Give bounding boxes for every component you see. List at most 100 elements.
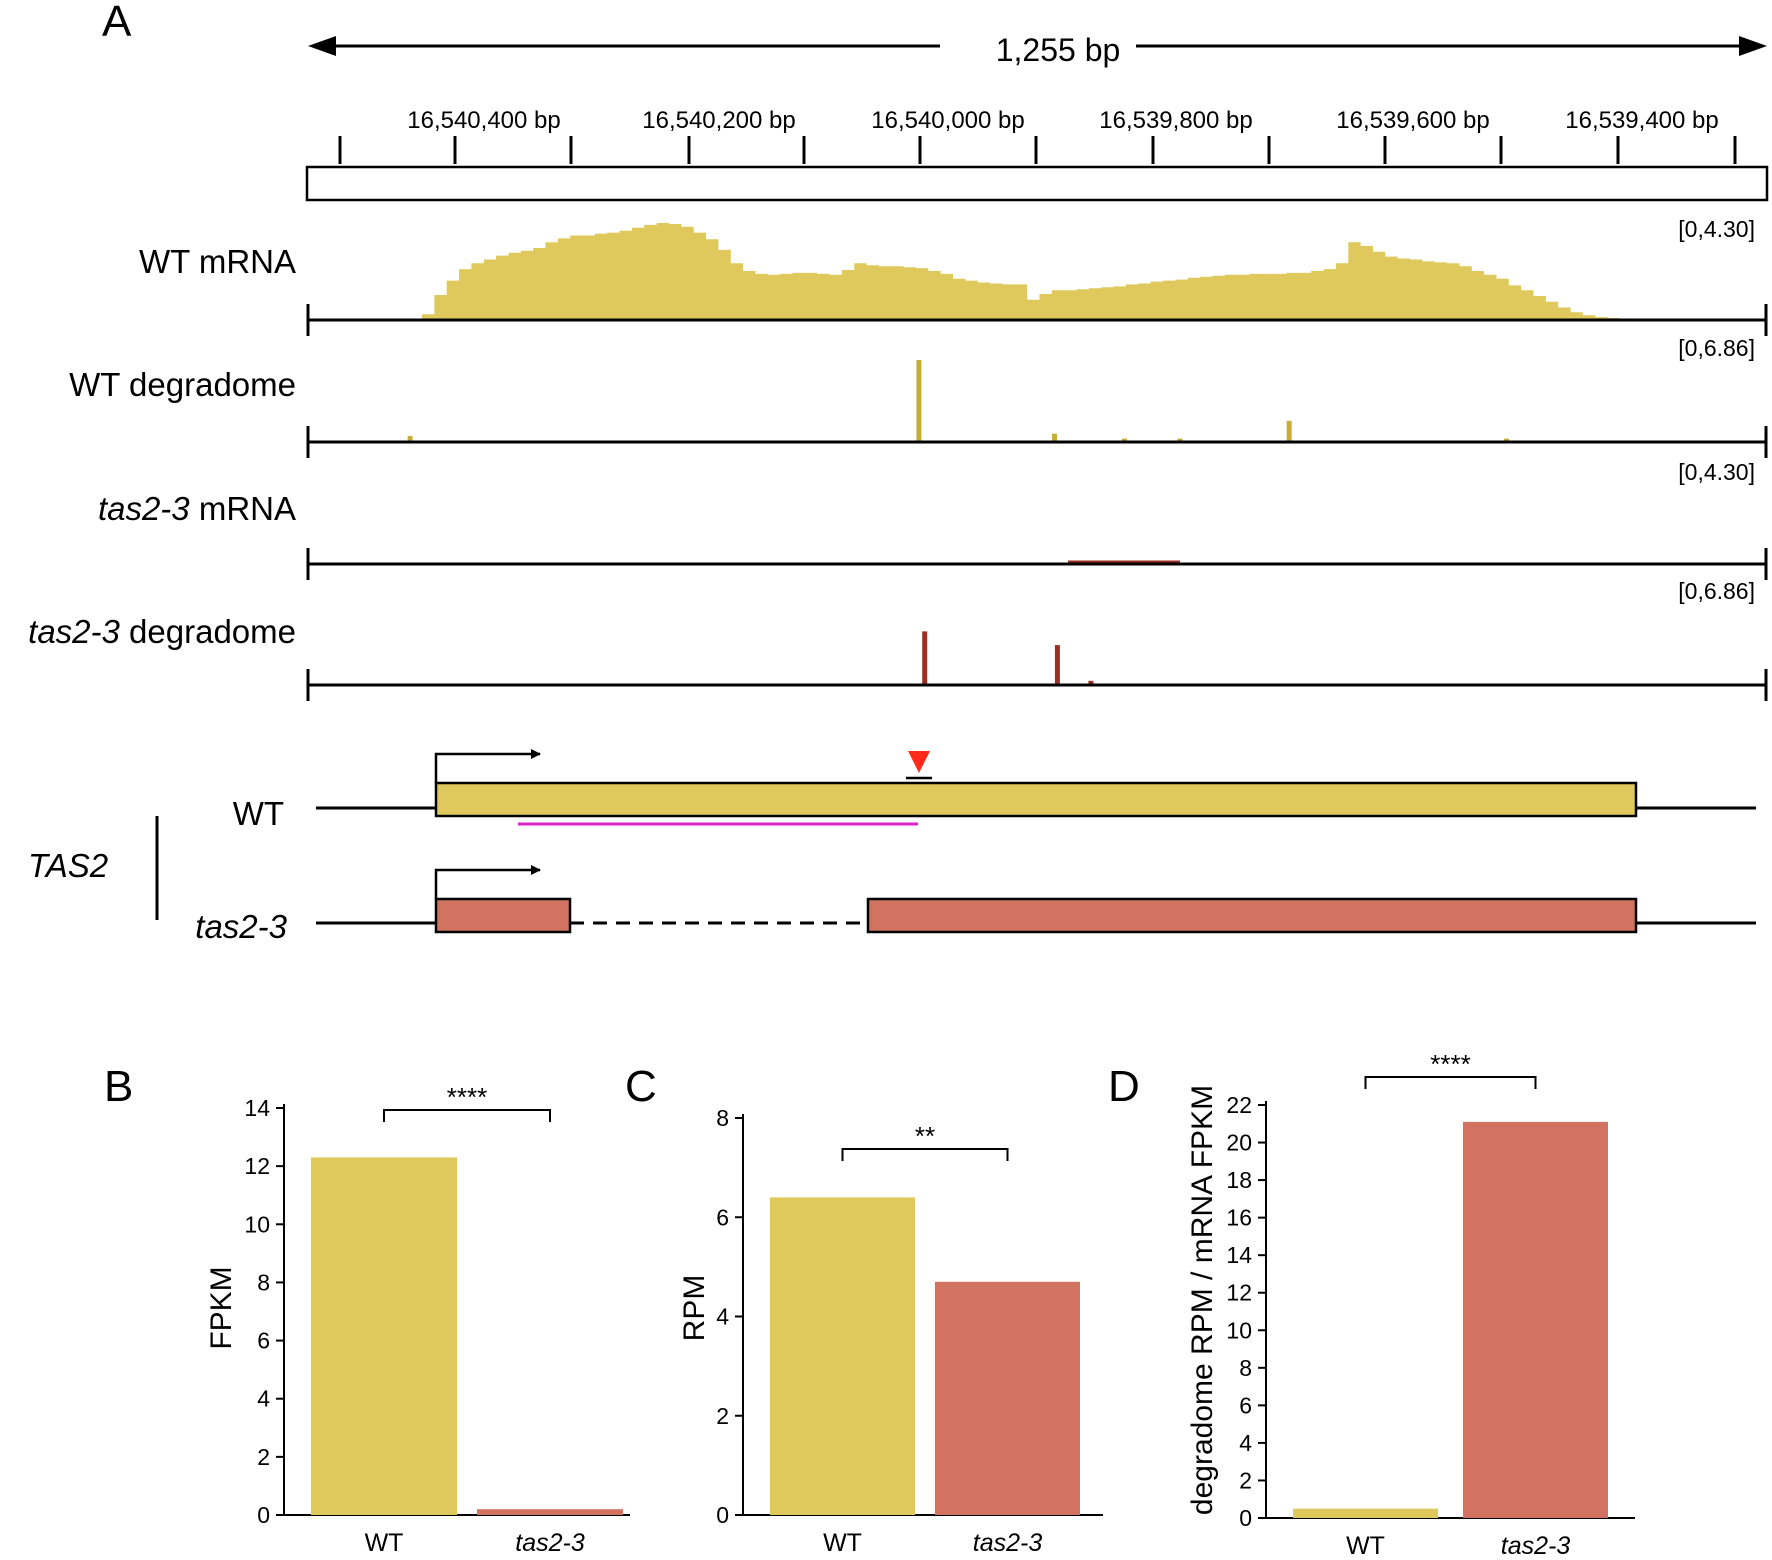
degradome-peak: [1054, 645, 1060, 684]
tss-arrow-wt: [434, 749, 541, 783]
y-tick-label: 6: [1239, 1392, 1252, 1418]
track-label: tas2-3 degradome: [28, 613, 296, 650]
y-tick-label: 2: [1239, 1467, 1252, 1493]
track-range: [0,4.30]: [1678, 459, 1755, 485]
significance-label: ****: [447, 1082, 487, 1112]
wt-degradome-peaks: [407, 360, 1509, 442]
wt-transcript: [434, 781, 1638, 818]
x-tick-label: WT: [823, 1529, 862, 1557]
degradome-peak: [1088, 680, 1094, 684]
ruler-tick-label: 16,539,600 bp: [1336, 107, 1489, 134]
bar-tas2-3: [1463, 1121, 1608, 1518]
ruler-tick-label: 16,540,000 bp: [871, 107, 1024, 134]
x-tick-label: tas2-3: [1501, 1532, 1571, 1560]
significance-bracket: [1364, 1076, 1537, 1089]
panel-b-label: B: [104, 1062, 133, 1111]
y-tick-label: 2: [716, 1403, 729, 1429]
tas-exon-1: [434, 897, 572, 934]
y-tick-label: 4: [257, 1386, 270, 1412]
bar-WT: [1293, 1508, 1438, 1518]
y-tick-label: 8: [257, 1269, 270, 1295]
tas-exon-2: [866, 897, 1638, 934]
panel-c: C 0 2 4 6 8 RPM WT tas2-3 **: [625, 1062, 1103, 1557]
bar-tas2-3: [935, 1281, 1080, 1515]
ruler-tick-label: 16,539,800 bp: [1099, 107, 1252, 134]
y-tick-label: 8: [716, 1105, 729, 1131]
gene-row-label-tas: tas2-3: [195, 908, 287, 945]
gene-models: TAS2 WT tas2-3: [28, 749, 1756, 945]
y-tick-label: 4: [1239, 1430, 1252, 1456]
gene-label: TAS2: [28, 847, 108, 884]
ruler-tick-label: 16,540,400 bp: [407, 107, 560, 134]
track-tas-mrna: tas2-3 mRNA [0,4.30]: [98, 459, 1768, 580]
gene-row-label-wt: WT: [233, 795, 284, 832]
y-tick-label: 10: [244, 1211, 270, 1237]
y-tick-label: 6: [716, 1204, 729, 1230]
track-label: tas2-3 mRNA: [98, 490, 296, 527]
y-axis-label: RPM: [678, 1275, 711, 1342]
track-range: [0,6.86]: [1678, 578, 1755, 604]
degradome-peak: [1177, 438, 1183, 441]
x-tick-label: WT: [365, 1529, 404, 1557]
span-arrow: 1,255 bp: [308, 32, 1767, 68]
panel-a: A 1,255 bp 16,540,400 bp 16,540,200 bp 1…: [28, 0, 1769, 945]
y-tick-label: 22: [1226, 1092, 1252, 1118]
degradome-peak: [916, 360, 922, 441]
y-tick-label: 0: [257, 1502, 270, 1528]
y-tick-label: 20: [1226, 1130, 1252, 1156]
x-tick-label: WT: [1346, 1532, 1385, 1560]
x-tick-label: tas2-3: [515, 1529, 585, 1557]
degradome-peak: [922, 631, 928, 684]
degradome-peak: [1504, 438, 1509, 441]
significance-bracket: [841, 1148, 1009, 1161]
y-axis-label: FPKM: [205, 1266, 238, 1349]
panel-c-label: C: [625, 1062, 657, 1111]
y-tick-label: 10: [1226, 1317, 1252, 1343]
track-range: [0,6.86]: [1678, 335, 1755, 361]
ruler-tick-label: 16,539,400 bp: [1565, 107, 1718, 134]
bar-WT: [770, 1197, 915, 1515]
y-tick-label: 0: [716, 1502, 729, 1528]
track-tas-degradome: tas2-3 degradome [0,6.86]: [28, 578, 1768, 701]
bar-WT: [311, 1157, 457, 1515]
panel-d-label: D: [1108, 1062, 1140, 1111]
y-tick-label: 12: [244, 1153, 270, 1179]
y-tick-label: 2: [257, 1444, 270, 1470]
span-label: 1,255 bp: [996, 32, 1121, 68]
track-wt-degradome: WT degradome [0,6.86]: [69, 335, 1768, 458]
tss-arrow-tas: [434, 865, 541, 899]
panel-a-label: A: [102, 0, 132, 46]
y-tick-label: 0: [1239, 1505, 1252, 1531]
track-label: WT mRNA: [139, 243, 296, 280]
ruler-bar: [305, 165, 1769, 202]
ruler: 16,540,400 bp 16,540,200 bp 16,540,000 b…: [305, 107, 1769, 202]
ruler-tick-label: 16,540,200 bp: [642, 107, 795, 134]
y-tick-label: 8: [1239, 1355, 1252, 1381]
y-tick-label: 14: [244, 1095, 270, 1121]
y-axis-label: degradome RPM / mRNA FPKM: [1186, 1085, 1219, 1515]
track-range: [0,4.30]: [1678, 216, 1755, 242]
y-tick-label: 16: [1226, 1205, 1252, 1231]
bar-tas2-3: [477, 1509, 623, 1515]
y-tick-label: 12: [1226, 1280, 1252, 1306]
significance-bracket: [383, 1109, 551, 1122]
degradome-peak: [407, 436, 413, 441]
y-tick-label: 6: [257, 1328, 270, 1354]
tas-degradome-peaks: [922, 631, 1094, 684]
cleavage-site-icon: [908, 751, 930, 773]
significance-label: **: [915, 1121, 935, 1151]
y-tick-label: 4: [716, 1304, 729, 1330]
wt-mrna-coverage: [422, 223, 1620, 319]
track-wt-mrna: WT mRNA [0,4.30]: [139, 216, 1768, 336]
x-tick-label: tas2-3: [973, 1529, 1043, 1557]
panel-b: B 0 2 4 6 8 10 12 14 FPKM WT tas2-3 ****: [104, 1062, 630, 1557]
track-label: WT degradome: [69, 366, 296, 403]
significance-label: ****: [1430, 1049, 1470, 1079]
panel-d: D 0 2 4 6 8 10 12 14 16 18 20 22 degradome RPM / mRN…: [1108, 1049, 1635, 1560]
degradome-peak: [1286, 420, 1292, 442]
degradome-peak: [1122, 438, 1127, 441]
y-tick-label: 14: [1226, 1242, 1252, 1268]
degradome-peak: [1052, 433, 1057, 441]
y-tick-label: 18: [1226, 1167, 1252, 1193]
